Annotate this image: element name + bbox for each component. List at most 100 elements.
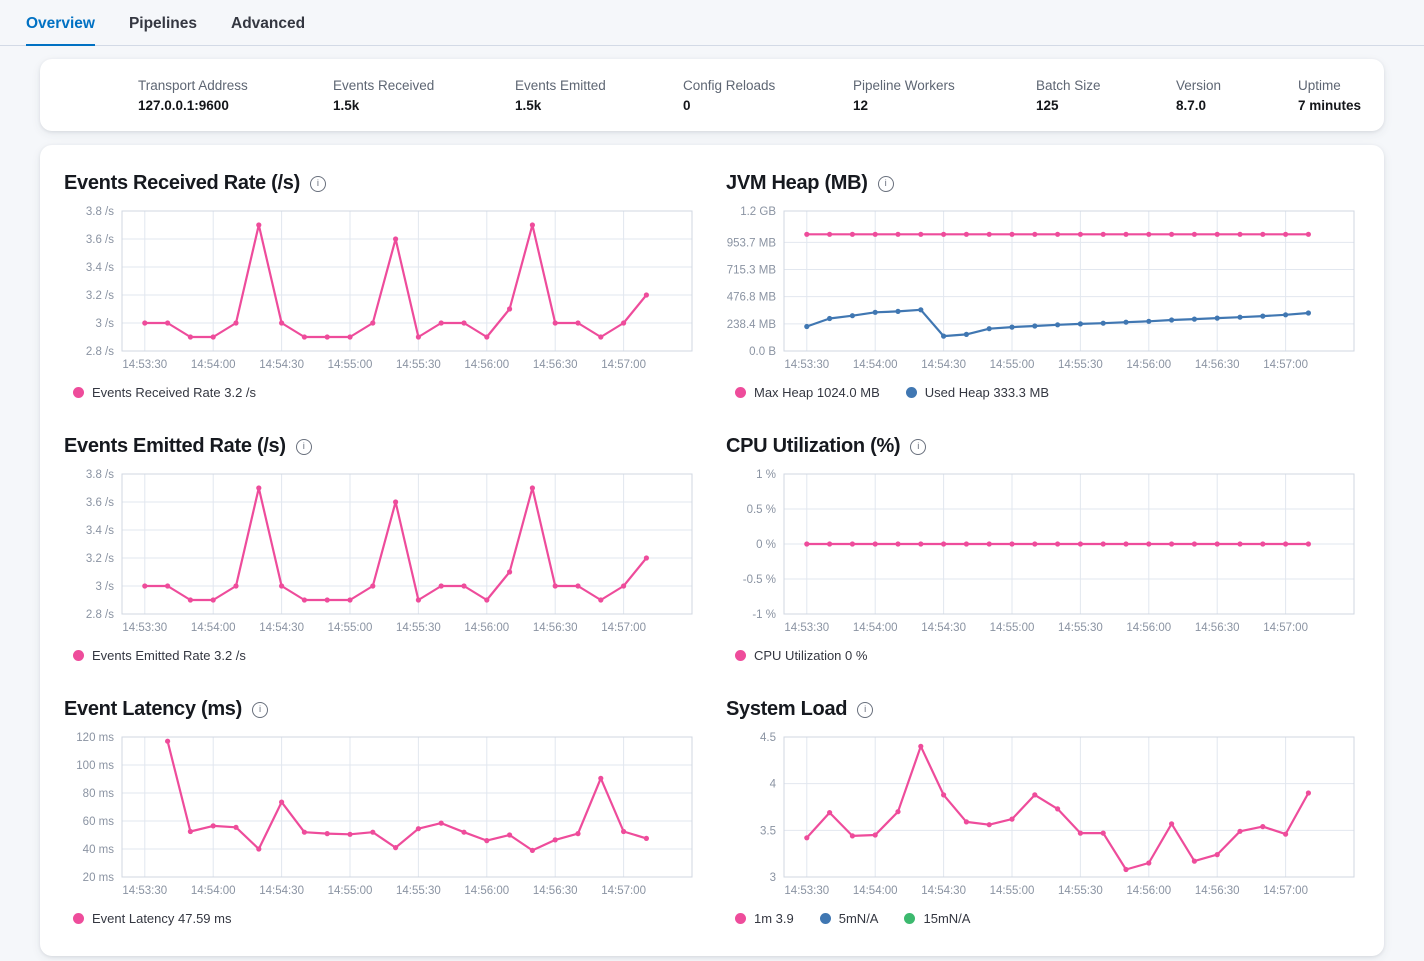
- series-line: [166, 740, 648, 852]
- data-point: [142, 583, 148, 589]
- data-point: [941, 541, 947, 547]
- x-tick-label: 14:57:00: [1263, 359, 1308, 371]
- legend-label: CPU Utilization 0 %: [754, 648, 868, 663]
- data-point: [1283, 312, 1289, 318]
- data-point: [1191, 858, 1197, 864]
- stat-value: 1.5k: [333, 97, 360, 113]
- x-tick-label: 14:55:00: [328, 885, 373, 897]
- data-point: [1169, 821, 1175, 827]
- legend-item[interactable]: Event Latency 47.59 ms: [73, 911, 231, 926]
- y-tick-label: 3 /s: [95, 318, 114, 330]
- data-point: [941, 231, 947, 237]
- data-point: [438, 320, 444, 326]
- x-tick-label: 14:54:30: [921, 885, 966, 897]
- legend-item[interactable]: Events Emitted Rate 3.2 /s: [73, 648, 246, 663]
- x-tick-label: 14:55:30: [1058, 885, 1103, 897]
- data-point: [461, 829, 467, 835]
- legend-item[interactable]: 1m 3.9: [735, 911, 794, 926]
- legend-item[interactable]: Used Heap 333.3 MB: [905, 385, 1049, 400]
- y-tick-label: 2.8 /s: [86, 346, 114, 358]
- data-point: [233, 824, 239, 830]
- chart-title-row: Events Emitted Rate (/s) i: [64, 434, 698, 458]
- tab-overview[interactable]: Overview: [26, 15, 95, 46]
- chart-legend: Events Received Rate 3.2 /s: [64, 385, 698, 400]
- x-tick-label: 14:56:30: [1195, 885, 1240, 897]
- x-tick-label: 14:54:00: [191, 885, 236, 897]
- chart-events-emitted-rate: Events Emitted Rate (/s) i 2.8 /s 3 /s 3.2 /…: [64, 434, 698, 663]
- y-tick-label: 0.0 B: [749, 346, 776, 358]
- data-point: [529, 485, 535, 491]
- legend-item[interactable]: Events Received Rate 3.2 /s: [73, 385, 256, 400]
- x-tick-label: 14:55:30: [1058, 622, 1103, 634]
- info-icon[interactable]: i: [877, 176, 894, 192]
- data-point: [1077, 321, 1083, 327]
- stat-label: Config Reloads: [683, 77, 776, 93]
- legend-item[interactable]: CPU Utilization 0 %: [735, 648, 867, 663]
- info-icon[interactable]: i: [910, 439, 927, 455]
- stat-label: Transport Address: [138, 77, 248, 93]
- legend-label: Events Received Rate 3.2 /s: [92, 385, 257, 400]
- y-tick-label: 3.6 /s: [86, 234, 114, 246]
- data-point: [324, 334, 330, 340]
- stat-label: Events Received: [333, 77, 435, 93]
- x-tick-label: 14:53:30: [784, 885, 829, 897]
- data-point: [1237, 828, 1243, 834]
- data-point: [233, 320, 239, 326]
- y-tick-label: 3.6 /s: [86, 497, 114, 509]
- data-point: [1305, 790, 1311, 796]
- data-point: [598, 334, 604, 340]
- info-icon[interactable]: i: [252, 702, 268, 718]
- data-point: [301, 597, 307, 603]
- y-tick-label: 0.5 %: [747, 504, 776, 516]
- stat-value: 7 minutes: [1298, 97, 1362, 113]
- data-point: [1123, 866, 1129, 873]
- y-tick-label: -0.5 %: [743, 574, 776, 586]
- data-point: [256, 485, 262, 491]
- info-icon[interactable]: i: [309, 176, 326, 192]
- data-point: [552, 583, 558, 589]
- chart-system-load: System Load i 3 3.5 4 4.5 14:53:30 14:54:00 14:5…: [726, 697, 1360, 926]
- data-point: [1260, 824, 1266, 830]
- x-tick-label: 14:55:30: [1058, 359, 1103, 371]
- data-point: [210, 597, 216, 603]
- data-point: [1032, 792, 1038, 798]
- legend-item[interactable]: 5mN/A: [819, 911, 879, 926]
- data-point: [1009, 231, 1015, 237]
- data-point: [941, 792, 947, 798]
- info-icon[interactable]: i: [295, 439, 312, 455]
- legend-dot-blue: [819, 913, 831, 924]
- x-tick-label: 14:54:00: [853, 622, 898, 634]
- data-point: [963, 819, 969, 825]
- data-point: [986, 822, 992, 828]
- data-point: [347, 334, 353, 340]
- data-point: [1032, 323, 1038, 329]
- x-tick-label: 14:56:00: [1126, 359, 1171, 371]
- x-tick-label: 14:56:00: [464, 622, 509, 634]
- data-point: [1237, 231, 1243, 237]
- x-tick-label: 14:53:30: [122, 622, 167, 634]
- data-point: [210, 334, 216, 340]
- chart-canvas-event-latency: 20 ms 40 ms 60 ms 80 ms 100 ms 120 ms 14:53:30…: [76, 732, 693, 897]
- tab-pipelines[interactable]: Pipelines: [128, 15, 197, 32]
- data-point: [1283, 231, 1289, 237]
- data-point: [529, 847, 535, 853]
- x-tick-label: 14:57:00: [601, 885, 646, 897]
- data-point: [918, 231, 924, 237]
- x-tick-label: 14:55:30: [396, 885, 441, 897]
- legend-item[interactable]: Max Heap 1024.0 MB: [735, 385, 880, 400]
- legend-item[interactable]: 15mN/A: [904, 911, 970, 926]
- legend-dot-pink: [73, 913, 84, 924]
- data-point: [415, 334, 421, 340]
- data-point: [484, 334, 490, 340]
- y-tick-label: 3.4 /s: [86, 525, 114, 537]
- info-icon[interactable]: i: [857, 702, 874, 718]
- data-point: [1100, 541, 1106, 547]
- legend-label: 5mN/A: [838, 911, 879, 926]
- tab-advanced[interactable]: Advanced: [231, 15, 306, 32]
- data-point: [1032, 541, 1038, 547]
- data-point: [279, 583, 285, 589]
- x-tick-label: 14:56:30: [533, 885, 578, 897]
- data-point: [872, 231, 878, 237]
- data-point: [1305, 310, 1311, 316]
